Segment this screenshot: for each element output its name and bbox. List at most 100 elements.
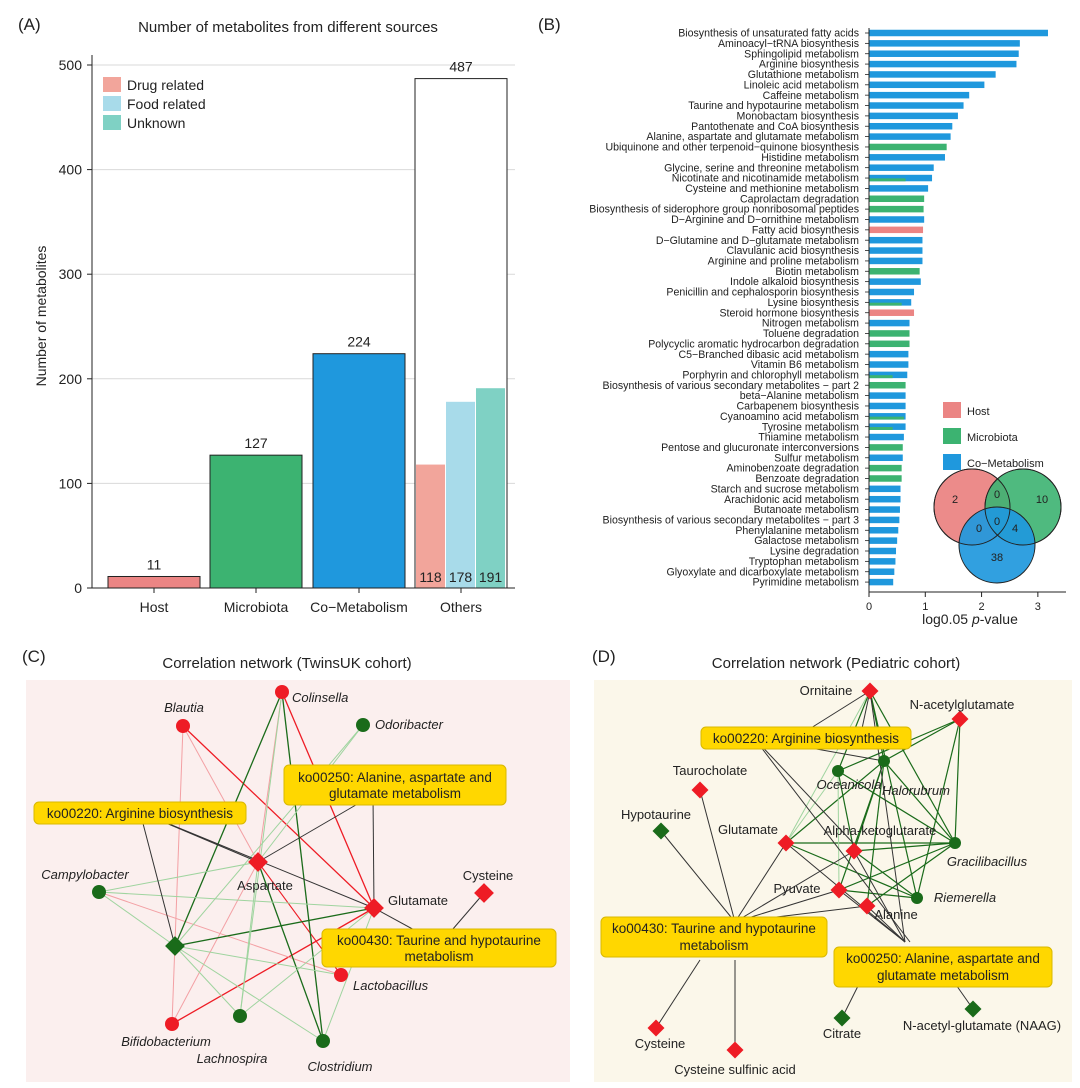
node-odoribacter — [356, 718, 370, 732]
a-ytick-label: 100 — [59, 475, 83, 491]
b-bar-microbiota — [869, 143, 947, 151]
node-alanine — [858, 897, 876, 915]
b-pathway-label: Ubiquinone and other terpenoid−quinone b… — [605, 142, 859, 154]
box-ko00430-d-line1: ko00430: Taurine and hypotaurine — [612, 921, 816, 936]
b-pathway-label: Biosynthesis of siderophore group nonrib… — [589, 204, 859, 216]
venn-host-comet: 0 — [976, 523, 982, 535]
node-cysteine — [474, 883, 494, 903]
panel-b-letter: (B) — [538, 15, 561, 34]
box-ko00250-d-line1: ko00250: Alanine, aspartate and — [846, 951, 1040, 966]
legend-label-unknown: Unknown — [127, 115, 185, 131]
label-pyuvate: Pyuvate — [774, 881, 821, 896]
label-glutamate-d: Glutamate — [718, 822, 778, 837]
node-glutamate-d — [777, 834, 795, 852]
legend-label-microbiota: Microbiota — [967, 432, 1019, 444]
a-xtick-label: Others — [440, 599, 482, 615]
a-bar-value: 224 — [347, 334, 371, 350]
b-pathway-label: Biosynthesis of unsaturated fatty acids — [678, 28, 859, 40]
box-ko00430-c-line2: metabolism — [404, 949, 473, 964]
b-bar-cometabolism — [869, 236, 923, 244]
b-pathway-label: Porphyrin and chlorophyll metabolism — [682, 369, 859, 381]
b-pathway-label: Cyanoamino acid metabolism — [720, 411, 859, 423]
b-pathway-label: Aminoacyl−tRNA biosynthesis — [718, 38, 859, 50]
b-bar-cometabolism — [869, 454, 903, 462]
venn-host-micro: 0 — [994, 489, 1000, 501]
b-pathway-label: Glutathione metabolism — [748, 69, 859, 81]
panel-c-title: Correlation network (TwinsUK cohort) — [162, 655, 411, 672]
b-xtick-label: 1 — [922, 601, 928, 613]
legend-swatch-microbiota — [943, 428, 961, 444]
a-others-subbar-1 — [446, 401, 475, 588]
label-naag: N-acetyl-glutamate (NAAG) — [903, 1018, 1061, 1033]
b-bar-cometabolism — [869, 433, 904, 441]
b-bar-microbiota — [869, 416, 904, 420]
a-ytick-label: 400 — [59, 162, 83, 178]
b-pathway-label: Sulfur metabolism — [774, 452, 859, 464]
box-ko00430-c-line1: ko00430: Taurine and hypotaurine — [337, 933, 541, 948]
panel-a-letter: (A) — [18, 15, 41, 34]
b-pathway-label: Glyoxylate and dicarboxylate metabolism — [666, 566, 859, 578]
b-bar-cometabolism — [869, 102, 964, 109]
b-pathway-label: Biosynthesis of various secondary metabo… — [603, 380, 860, 392]
label-colinsella: Colinsella — [292, 690, 348, 705]
legend-swatch-host — [943, 402, 961, 418]
a-others-subbar-2 — [476, 388, 505, 588]
a-bar-0 — [107, 575, 201, 589]
box-ko00220-d — [700, 726, 912, 750]
b-pathway-label: D−Glutamine and D−glutamate metabolism — [656, 235, 859, 247]
label-n-acetylglutamate: N-acetylglutamate — [910, 697, 1015, 712]
venn-micro-only: 10 — [1036, 494, 1048, 506]
b-pathway-label: Carbapenem biosynthesis — [737, 401, 860, 413]
box-ko00220-c — [33, 801, 247, 825]
legend-swatch-drug — [103, 77, 121, 92]
b-bar-cometabolism — [869, 319, 910, 327]
label-lachnospira: Lachnospira — [197, 1051, 268, 1066]
b-bar-cometabolism — [869, 91, 970, 99]
b-bar-cometabolism — [869, 29, 1048, 37]
b-bar-cometabolism — [869, 495, 901, 503]
b-bar-microbiota — [869, 195, 925, 203]
b-bar-cometabolism — [869, 350, 909, 358]
b-bar-microbiota — [869, 340, 910, 348]
panel-a: (A) Number of metabolites from different… — [18, 15, 515, 615]
b-bar-microbiota — [869, 375, 893, 379]
b-bar-cometabolism — [869, 154, 945, 161]
panel-a-legend: Drug related Food related Unknown — [103, 77, 206, 131]
b-bar-cometabolism — [869, 164, 934, 171]
b-xtick-label: 2 — [979, 601, 985, 613]
b-bar-cometabolism — [869, 568, 895, 575]
legend-label-co-metabolism: Co−Metabolism — [967, 458, 1044, 470]
node-glutamate — [364, 898, 384, 918]
node-colinsella — [275, 685, 289, 699]
panel-c-background — [26, 680, 570, 1082]
label-odoribacter: Odoribacter — [375, 717, 444, 732]
b-pathway-label: Benzoate degradation — [755, 473, 859, 485]
b-pathway-label: Indole alkaloid biosynthesis — [730, 276, 859, 288]
legend-swatch-food — [103, 96, 121, 111]
b-pathway-label: Starch and sucrose metabolism — [711, 483, 860, 495]
legend-swatch-unknown — [103, 115, 121, 130]
a-xtick-label: Co−Metabolism — [310, 599, 408, 615]
label-aspartate: Aspartate — [237, 878, 293, 893]
b-bar-cometabolism — [869, 485, 901, 493]
b-pathway-label: Caffeine metabolism — [763, 90, 860, 102]
label-glutamate: Glutamate — [388, 893, 448, 908]
a-ytick-label: 500 — [59, 57, 83, 73]
box-ko00430-d — [600, 916, 828, 958]
b-pathway-label: Fatty acid biosynthesis — [752, 224, 859, 236]
b-pathway-label: Nicotinate and nicotinamide metabolism — [672, 173, 859, 185]
b-pathway-label: Arachidonic acid metabolism — [724, 494, 859, 506]
panel-d: (D) Correlation network (Pediatric cohor… — [592, 647, 1072, 1082]
label-cysteine: Cysteine — [463, 868, 514, 883]
b-bar-cometabolism — [869, 50, 1019, 57]
box-ko00250-d — [833, 946, 1053, 988]
panel-b-x-ticks: 0 1 2 3 — [866, 592, 1041, 613]
b-bar-cometabolism — [869, 133, 951, 140]
panel-b-x-axis-label: log0.05 p-value — [922, 611, 1018, 627]
node-lactobacillus — [334, 968, 348, 982]
label-cysteine-d: Cysteine — [635, 1036, 686, 1051]
b-pathway-label: Nitrogen metabolism — [762, 318, 859, 330]
box-ko00430-d-line2: metabolism — [679, 938, 748, 953]
box-ko00250-c-line2: glutamate metabolism — [329, 786, 461, 801]
b-pathway-label: Sphingolipid metabolism — [744, 48, 859, 60]
